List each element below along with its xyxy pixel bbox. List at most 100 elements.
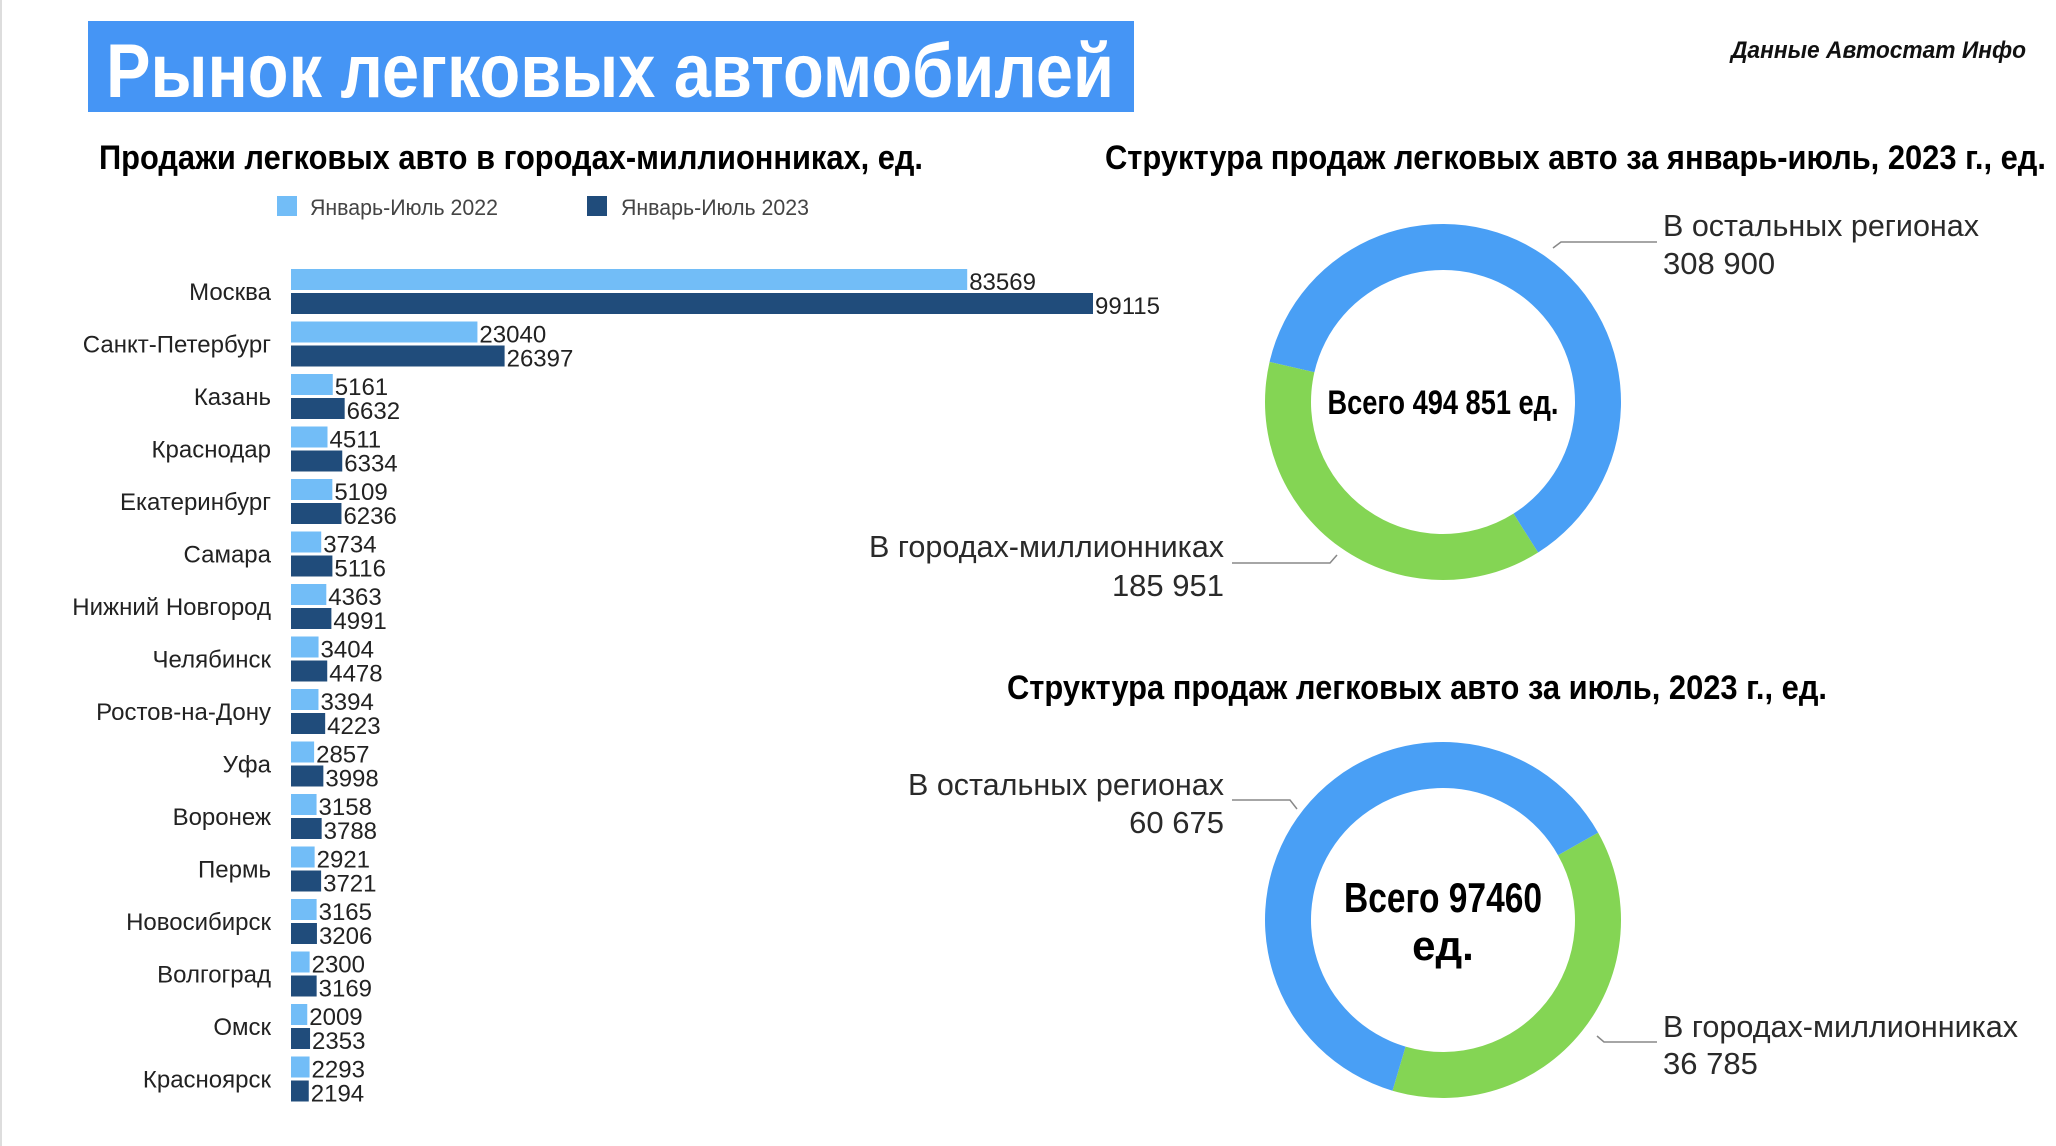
source-label: Данные Автостат Инфо: [1729, 37, 2026, 64]
bar-value-label: 5116: [334, 556, 386, 583]
bar-value-label: 23040: [479, 322, 546, 349]
bar-2023: [291, 765, 324, 787]
bar-value-label: 6236: [343, 503, 396, 530]
donut2-value-cities: 36 785: [1663, 1046, 1758, 1081]
donut1-leader-other: [1552, 241, 1657, 249]
bar-2023: [291, 345, 505, 367]
category-label: Челябинск: [153, 647, 272, 674]
bars: Москва 83569 99115 Санкт-Петербург 230402639…: [72, 269, 1160, 1108]
donut2-center-label-line2: ед.: [1412, 922, 1474, 969]
bar-2023: [291, 975, 317, 997]
bar-value-label: 2921: [317, 847, 370, 874]
category-label: Санкт-Петербург: [83, 332, 271, 359]
donut2-title: Структура продаж легковых авто за июль, …: [1007, 669, 1827, 707]
bar-2022: [291, 794, 317, 815]
donut2-leader-other: [1232, 799, 1298, 810]
bar-2023: [291, 923, 317, 944]
donut1-center-label: Всего 494 851 ед.: [1328, 384, 1559, 422]
donut-chart-july: Структура продаж легковых авто за июль, …: [908, 669, 2018, 1098]
bar-value-label: 2857: [316, 742, 369, 769]
category-label: Нижний Новгород: [72, 594, 271, 621]
bar-2022: [291, 899, 317, 920]
bar-value-label: 99115: [1095, 293, 1160, 320]
bar-2022: [291, 846, 315, 868]
bar-value-label: 4511: [330, 427, 382, 454]
bar-value-label: 3734: [323, 532, 376, 559]
bar-2023: [291, 660, 328, 682]
category-label: Волгоград: [157, 962, 271, 989]
bar-value-label: 4478: [329, 661, 382, 688]
bar-value-label: 5109: [334, 479, 387, 506]
bar-2023: [291, 398, 345, 419]
bar-2022: [291, 951, 310, 973]
legend-swatch-2023: [587, 196, 607, 216]
category-label: Уфа: [223, 752, 272, 779]
bar-2022: [291, 321, 478, 343]
donut2-label-other: В остальных регионах: [908, 767, 1224, 802]
donut2-value-other: 60 675: [1129, 805, 1224, 840]
bar-value-label: 6334: [344, 451, 397, 478]
category-label: Екатеринбург: [120, 489, 271, 516]
bar-value-label: 3394: [320, 689, 373, 716]
category-label: Москва: [189, 279, 272, 306]
category-label: Новосибирск: [126, 909, 271, 936]
bar-2023: [291, 293, 1093, 314]
page-title: Рынок легковых автомобилей: [106, 29, 1114, 114]
donut2-center-label-line1: Всего 97460: [1344, 874, 1542, 921]
bar-value-label: 2293: [312, 1057, 365, 1084]
bar-value-label: 3158: [319, 794, 372, 821]
title-banner: [88, 21, 1134, 112]
bar-2023: [291, 870, 322, 892]
category-label: Казань: [194, 384, 271, 411]
bar-2023: [291, 450, 343, 472]
legend-swatch-2022: [277, 196, 297, 216]
category-label: Краснодар: [152, 437, 271, 464]
bar-value-label: 4363: [328, 584, 381, 611]
bar-2022: [291, 1004, 308, 1025]
donut2-slices: [1265, 742, 1621, 1098]
bar-2022: [291, 584, 327, 605]
bar-chart: Продажи легковых авто в городах-миллионн…: [72, 139, 1160, 1108]
bar-2022: [291, 269, 968, 290]
bar-value-label: 6632: [347, 398, 400, 425]
bar-value-label: 3206: [319, 923, 372, 950]
donut1-label-other: В остальных регионах: [1663, 208, 1979, 243]
bar-value-label: 5161: [335, 374, 388, 401]
bar-2022: [291, 741, 315, 763]
legend-label-2022: Январь-Июль 2022: [310, 195, 498, 220]
bar-2023: [291, 1080, 309, 1102]
donut-chart-jan-jul: Структура продаж легковых авто за январь…: [869, 139, 2046, 603]
category-label: Ростов-на-Дону: [96, 699, 271, 726]
bar-value-label: 2300: [312, 952, 365, 979]
donut1-leader-cities: [1232, 554, 1338, 564]
category-label: Воронеж: [173, 804, 271, 831]
bar-2023: [291, 713, 326, 734]
bar-2023: [291, 818, 322, 839]
donut1-value-cities: 185 951: [1112, 568, 1224, 603]
bar-value-label: 2194: [311, 1081, 364, 1108]
bar-chart-title: Продажи легковых авто в городах-миллионн…: [99, 139, 923, 177]
bar-value-label: 26397: [507, 346, 574, 373]
bar-2022: [291, 531, 322, 553]
bar-2022: [291, 1056, 310, 1078]
bar-2022: [291, 689, 319, 710]
bar-2023: [291, 608, 332, 629]
category-label: Красноярск: [143, 1067, 272, 1094]
donut-slice: [1265, 361, 1539, 580]
bar-2023: [291, 1028, 311, 1049]
donut2-label-cities: В городах-миллионниках: [1663, 1009, 2018, 1044]
bar-value-label: 3404: [321, 637, 374, 664]
bar-value-label: 3165: [319, 899, 372, 926]
bar-2022: [291, 636, 319, 658]
bar-value-label: 3721: [323, 871, 376, 898]
legend: Январь-Июль 2022 Январь-Июль 2023: [277, 195, 809, 220]
donut-slice: [1392, 832, 1621, 1098]
category-label: Самара: [184, 542, 272, 569]
bar-2023: [291, 503, 342, 524]
bar-value-label: 4223: [327, 713, 380, 740]
donut2-leader-cities: [1596, 1035, 1657, 1043]
donut1-slices: [1265, 224, 1621, 580]
bar-value-label: 3998: [325, 766, 378, 793]
category-label: Омск: [213, 1014, 271, 1041]
